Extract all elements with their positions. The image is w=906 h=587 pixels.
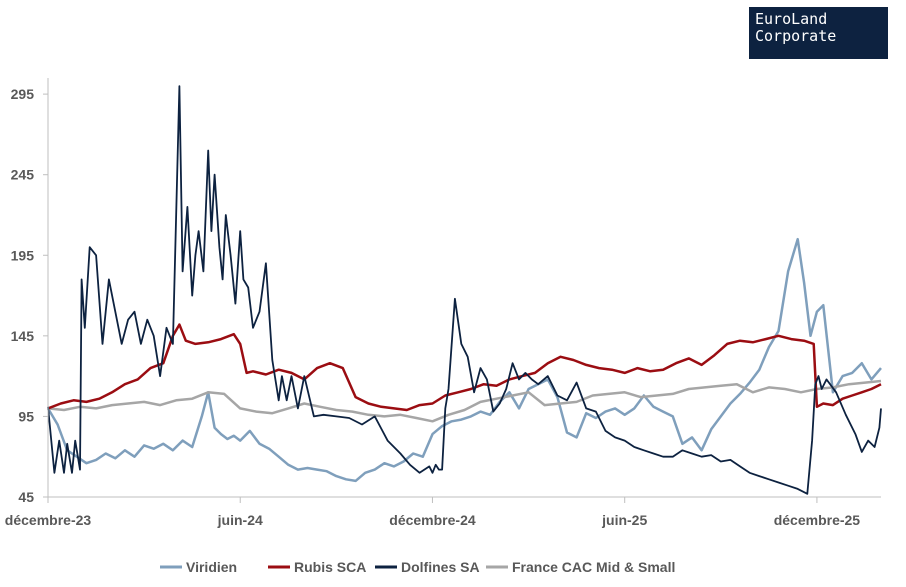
x-tick-label: décembre-24 [389, 512, 476, 528]
x-axis: décembre-23 juin-24 décembre-24 juin-25 déce… [5, 496, 881, 528]
logo-line-2: Corporate [755, 27, 837, 45]
legend-label: Dolfines SA [401, 559, 480, 575]
x-tick-label: décembre-23 [5, 512, 92, 528]
y-axis: 45 95 145 195 245 295 [11, 78, 49, 505]
series-line-viridien [46, 237, 882, 483]
y-tick-label: 145 [11, 328, 35, 344]
logo-line-1: EuroLand [755, 10, 828, 28]
legend-label: Rubis SCA [294, 559, 366, 575]
y-tick-label: 195 [11, 247, 35, 263]
series-line-france-cac-mid-small [47, 379, 882, 423]
plot-area [46, 85, 882, 495]
series-line-rubis-sca [47, 323, 882, 412]
series-line-dolfines-sa [47, 85, 882, 495]
y-tick-label: 45 [18, 489, 34, 505]
y-tick-label: 295 [11, 86, 35, 102]
x-tick-label: décembre-25 [774, 512, 861, 528]
legend-label: France CAC Mid & Small [512, 559, 675, 575]
euroland-corporate-logo: EuroLand Corporate [749, 7, 888, 59]
legend: Viridien Rubis SCA Dolfines SA France CAC M… [160, 559, 675, 575]
x-tick-label: juin-25 [601, 512, 647, 528]
y-tick-label: 245 [11, 167, 35, 183]
legend-label: Viridien [186, 559, 237, 575]
y-tick-label: 95 [18, 408, 34, 424]
x-tick-label: juin-24 [217, 512, 263, 528]
